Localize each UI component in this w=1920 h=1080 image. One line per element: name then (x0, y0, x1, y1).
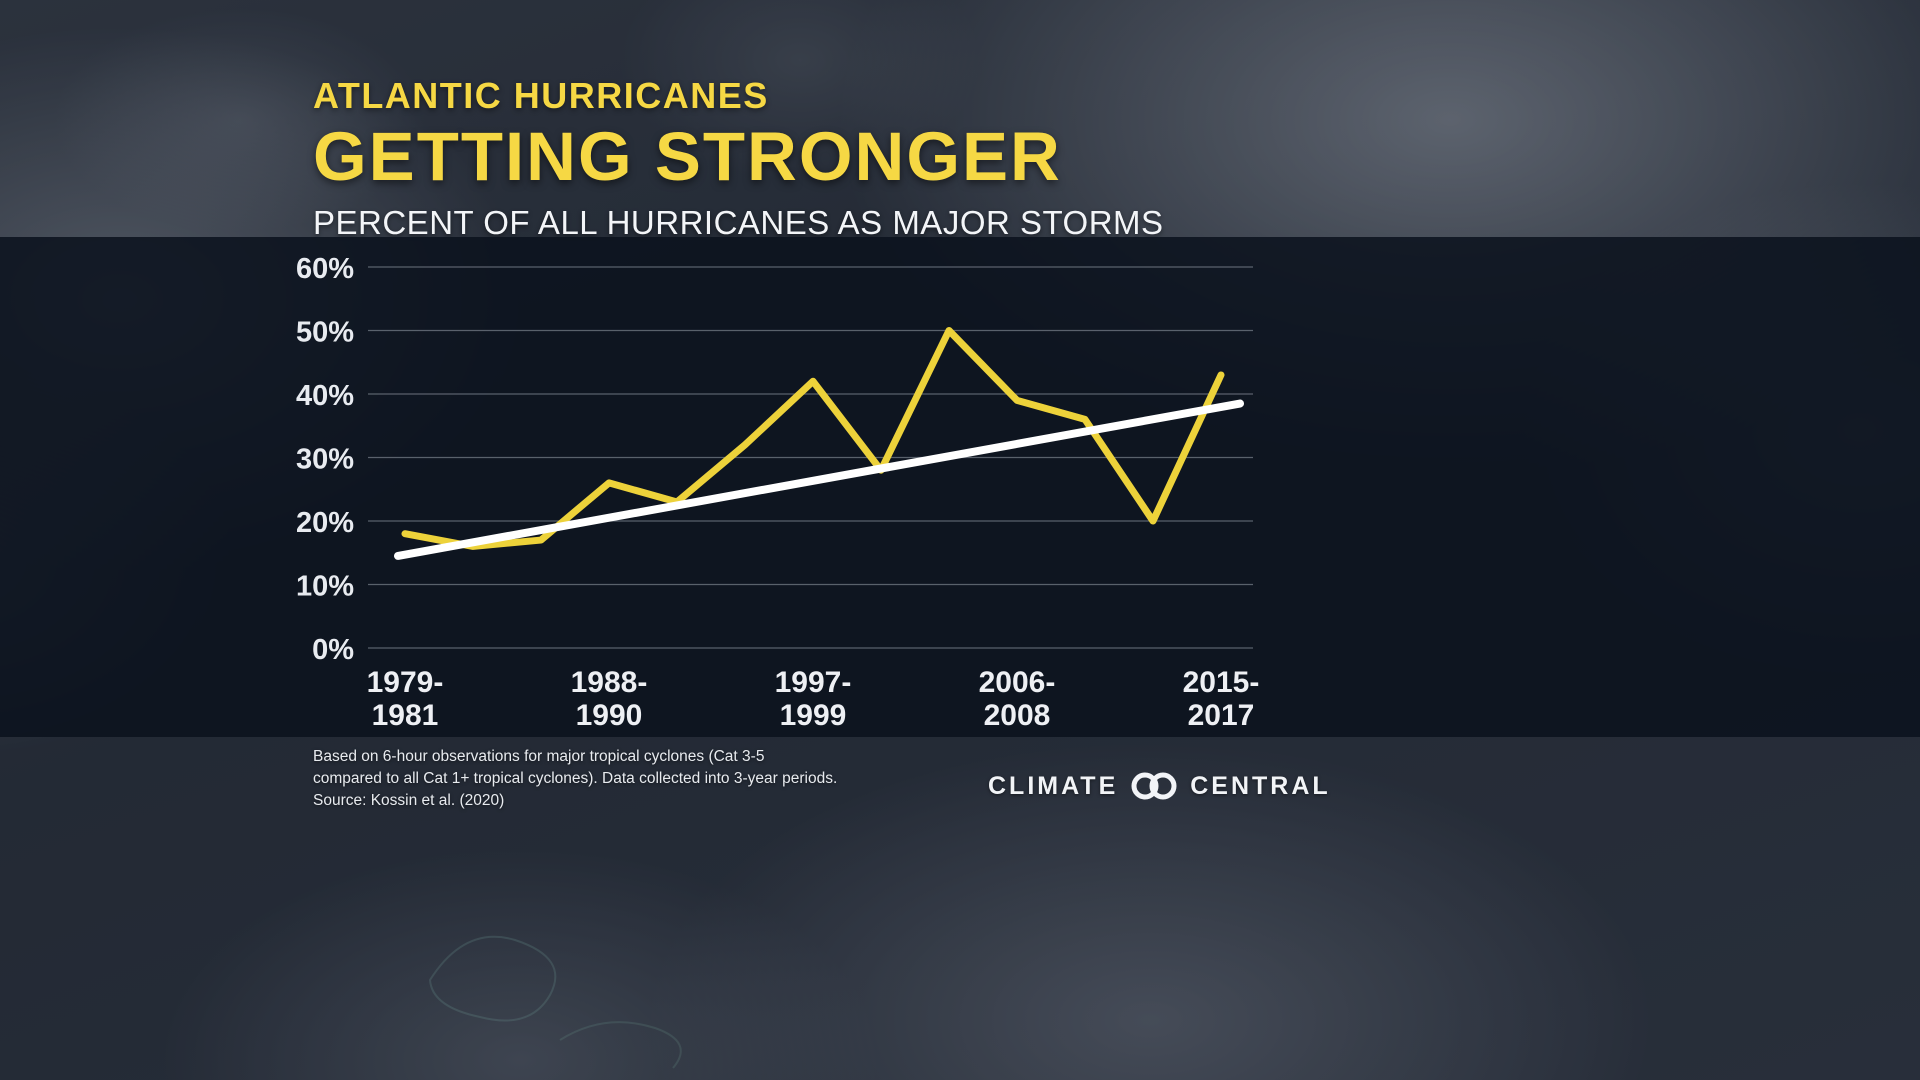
y-axis-tick-label: 20% (296, 507, 354, 539)
page-title: GETTING STRONGER (313, 118, 1062, 195)
source-note-line: Based on 6-hour observations for major t… (313, 748, 765, 765)
logo-text-climate: CLIMATE (988, 771, 1119, 800)
y-axis-tick-label: 50% (296, 317, 354, 349)
climate-central-logo: CLIMATE CENTRAL (988, 770, 1331, 802)
data-line (401, 327, 1225, 550)
trend-line (394, 399, 1244, 560)
x-axis-tick-label: 2015-2017 (1183, 666, 1260, 732)
subtitle: PERCENT OF ALL HURRICANES AS MAJOR STORM… (313, 204, 1164, 241)
x-axis-tick-label: 1988-1990 (571, 666, 648, 732)
logo-rings-icon (1131, 772, 1177, 800)
y-axis-tick-label: 0% (312, 634, 354, 666)
y-axis-tick-label: 40% (296, 380, 354, 412)
header: ATLANTIC HURRICANES GETTING STRONGER PER… (313, 78, 1164, 241)
source-note-line: Source: Kossin et al. (2020) (313, 792, 505, 809)
source-note: Based on 6-hour observations for major t… (313, 746, 837, 812)
y-axis-tick-label: 60% (296, 253, 354, 285)
logo-text-central: CENTRAL (1190, 771, 1331, 800)
kicker: ATLANTIC HURRICANES (313, 75, 769, 116)
chart-band (0, 237, 1920, 737)
source-note-line: compared to all Cat 1+ tropical cyclones… (313, 770, 838, 787)
x-axis-tick-label: 2006-2008 (979, 666, 1056, 732)
y-axis-tick-label: 30% (296, 444, 354, 476)
y-axis-tick-label: 10% (296, 571, 354, 603)
x-axis-tick-label: 1979-1981 (367, 666, 444, 732)
x-axis-tick-label: 1997-1999 (775, 666, 852, 732)
